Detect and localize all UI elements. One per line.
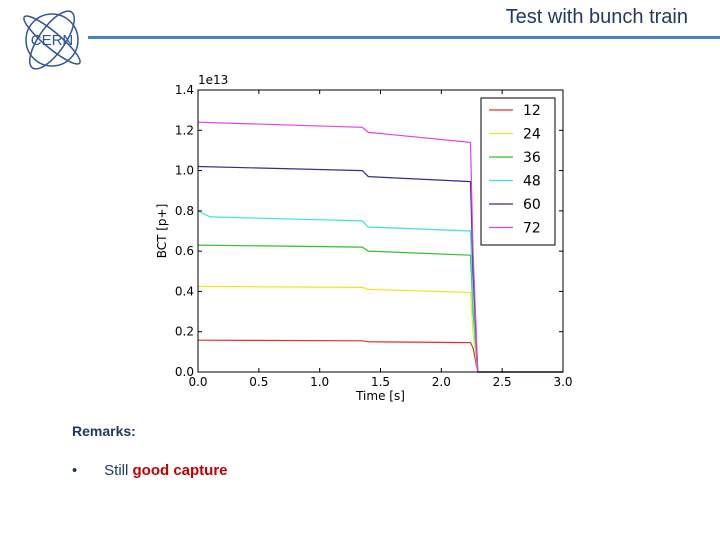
remarks-heading: Remarks: [72, 423, 136, 439]
bct-chart: 0.0 0.5 1.0 1.5 2.0 2.5 3.0 0.0 0.2 0.4 0.6 0.8 1.0 1… [155, 73, 573, 403]
y-tick-label: 0.8 [175, 204, 194, 218]
x-axis-label: Time [s] [355, 389, 405, 403]
legend-label-36: 36 [523, 150, 541, 166]
series-line-36 [197, 244, 563, 373]
remark-text: Still [104, 462, 133, 479]
legend-label-12: 12 [523, 103, 541, 119]
x-tick-label: 1.0 [310, 375, 329, 389]
y-tick-label: 0.2 [175, 325, 194, 339]
header-accent-line [88, 36, 720, 39]
series-line-12 [197, 339, 563, 373]
remark-item: • Still good capture [72, 462, 228, 479]
x-tick-label: 0.0 [188, 375, 207, 389]
logo-text: CERN [31, 32, 74, 49]
y-axis-label: BCT [p+] [155, 204, 169, 259]
cern-logo: CERN [23, 10, 81, 70]
legend-label-24: 24 [523, 127, 541, 143]
y-tick-label: 1.0 [175, 164, 194, 178]
x-tick-label: 1.5 [371, 375, 390, 389]
legend-label-48: 48 [523, 174, 541, 190]
x-tick-label: 2.5 [493, 375, 512, 389]
legend-label-60: 60 [523, 197, 541, 213]
y-multiplier-label: 1e13 [198, 73, 228, 87]
bullet: • [72, 462, 78, 479]
x-tick-label: 3.0 [553, 375, 572, 389]
series-line-24 [197, 285, 563, 373]
x-tick-label: 2.0 [432, 375, 451, 389]
y-tick-label: 1.4 [175, 83, 194, 97]
y-tick-label: 1.2 [175, 123, 194, 137]
remark-emphasis: good capture [132, 462, 228, 479]
y-tick-label: 0.0 [175, 365, 194, 379]
legend-box [480, 97, 556, 246]
slide-title: Test with bunch train [505, 6, 688, 28]
legend-label-72: 72 [523, 221, 541, 237]
x-tick-label: 0.5 [249, 375, 268, 389]
y-tick-label: 0.6 [175, 244, 194, 258]
y-tick-label: 0.4 [175, 284, 194, 298]
